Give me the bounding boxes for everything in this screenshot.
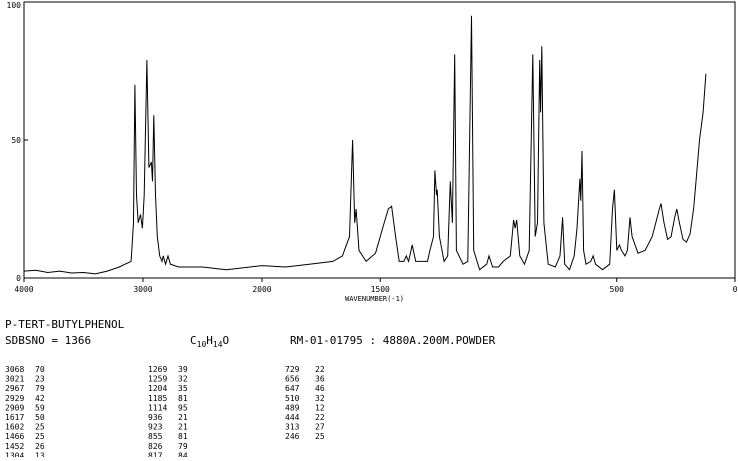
x-tick-label: 3000 (133, 285, 152, 294)
peak-wavenumber: 1185 (148, 394, 167, 403)
peak-wavenumber: 1452 (5, 442, 24, 451)
x-tick-label: 1500 (371, 285, 390, 294)
peak-intensity: 13 (35, 451, 45, 457)
formula-part: C (190, 334, 197, 347)
peak-intensity: 50 (35, 413, 45, 422)
formula-part: O (223, 334, 230, 347)
peak-wavenumber: 246 (285, 432, 300, 441)
peak-wavenumber: 3068 (5, 365, 24, 374)
peak-wavenumber: 2909 (5, 403, 24, 412)
peak-intensity: 22 (315, 413, 325, 422)
peak-wavenumber: 313 (285, 423, 300, 432)
peak-intensity: 81 (178, 394, 188, 403)
peak-intensity: 42 (35, 394, 45, 403)
peak-wavenumber: 2929 (5, 394, 24, 403)
peak-wavenumber: 647 (285, 384, 300, 393)
peak-intensity: 46 (315, 384, 325, 393)
peak-intensity: 27 (315, 423, 325, 432)
peak-intensity: 39 (178, 365, 188, 374)
sample-info: RM-01-01795 : 4880A.200M.POWDER (290, 334, 496, 347)
peak-wavenumber: 1269 (148, 365, 167, 374)
peak-intensity: 22 (315, 365, 325, 374)
peak-intensity: 12 (315, 403, 325, 412)
peak-wavenumber: 1617 (5, 413, 24, 422)
peak-intensity: 21 (178, 413, 188, 422)
peak-wavenumber: 2967 (5, 384, 24, 393)
sdbs-number: SDBSNO = 1366 (5, 334, 91, 347)
peak-wavenumber: 510 (285, 394, 300, 403)
peak-intensity: 95 (178, 403, 188, 412)
peak-wavenumber: 1204 (148, 384, 167, 393)
peak-wavenumber: 3021 (5, 375, 24, 384)
peak-intensity: 25 (315, 432, 325, 441)
peak-intensity: 70 (35, 365, 45, 374)
peak-wavenumber: 826 (148, 442, 163, 451)
peak-intensity: 26 (35, 442, 45, 451)
y-tick-label: 0 (16, 274, 21, 283)
peak-wavenumber: 936 (148, 413, 163, 422)
peak-intensity: 84 (178, 451, 188, 457)
formula-sub: 14 (213, 340, 223, 349)
peak-intensity: 21 (178, 423, 188, 432)
compound-name: P-TERT-BUTYLPHENOL (5, 318, 125, 331)
peak-intensity: 59 (35, 403, 45, 412)
formula: C10H14O (190, 334, 229, 349)
peak-wavenumber: 656 (285, 375, 300, 384)
peak-intensity: 32 (178, 375, 188, 384)
x-tick-label: 2000 (252, 285, 271, 294)
peak-intensity: 81 (178, 432, 188, 441)
peak-wavenumber: 729 (285, 365, 300, 374)
y-tick-label: 50 (11, 136, 21, 145)
peak-wavenumber: 1602 (5, 423, 24, 432)
peak-intensity: 23 (35, 375, 45, 384)
formula-part: H (206, 334, 213, 347)
spectrum-line (23, 15, 707, 275)
peak-wavenumber: 1304 (5, 451, 24, 457)
x-tick-label: 0 (733, 285, 738, 294)
x-tick-label: 4000 (14, 285, 33, 294)
peak-wavenumber: 1259 (148, 375, 167, 384)
peak-intensity: 25 (35, 423, 45, 432)
y-tick-label: 100 (7, 1, 22, 10)
peak-intensity: 79 (178, 442, 188, 451)
peak-intensity: 25 (35, 432, 45, 441)
peak-intensity: 36 (315, 375, 325, 384)
x-tick-label: 500 (610, 285, 625, 294)
peak-intensity: 32 (315, 394, 325, 403)
formula-sub: 10 (197, 340, 207, 349)
peak-wavenumber: 855 (148, 432, 163, 441)
peak-intensity: 79 (35, 384, 45, 393)
peak-wavenumber: 444 (285, 413, 300, 422)
peak-wavenumber: 923 (148, 423, 163, 432)
x-axis-label: WAVENUMBER(-1) (345, 295, 404, 303)
peak-wavenumber: 817 (148, 451, 163, 457)
peak-wavenumber: 1114 (148, 403, 167, 412)
peak-wavenumber: 1466 (5, 432, 24, 441)
peak-wavenumber: 489 (285, 403, 300, 412)
peak-intensity: 35 (178, 384, 188, 393)
